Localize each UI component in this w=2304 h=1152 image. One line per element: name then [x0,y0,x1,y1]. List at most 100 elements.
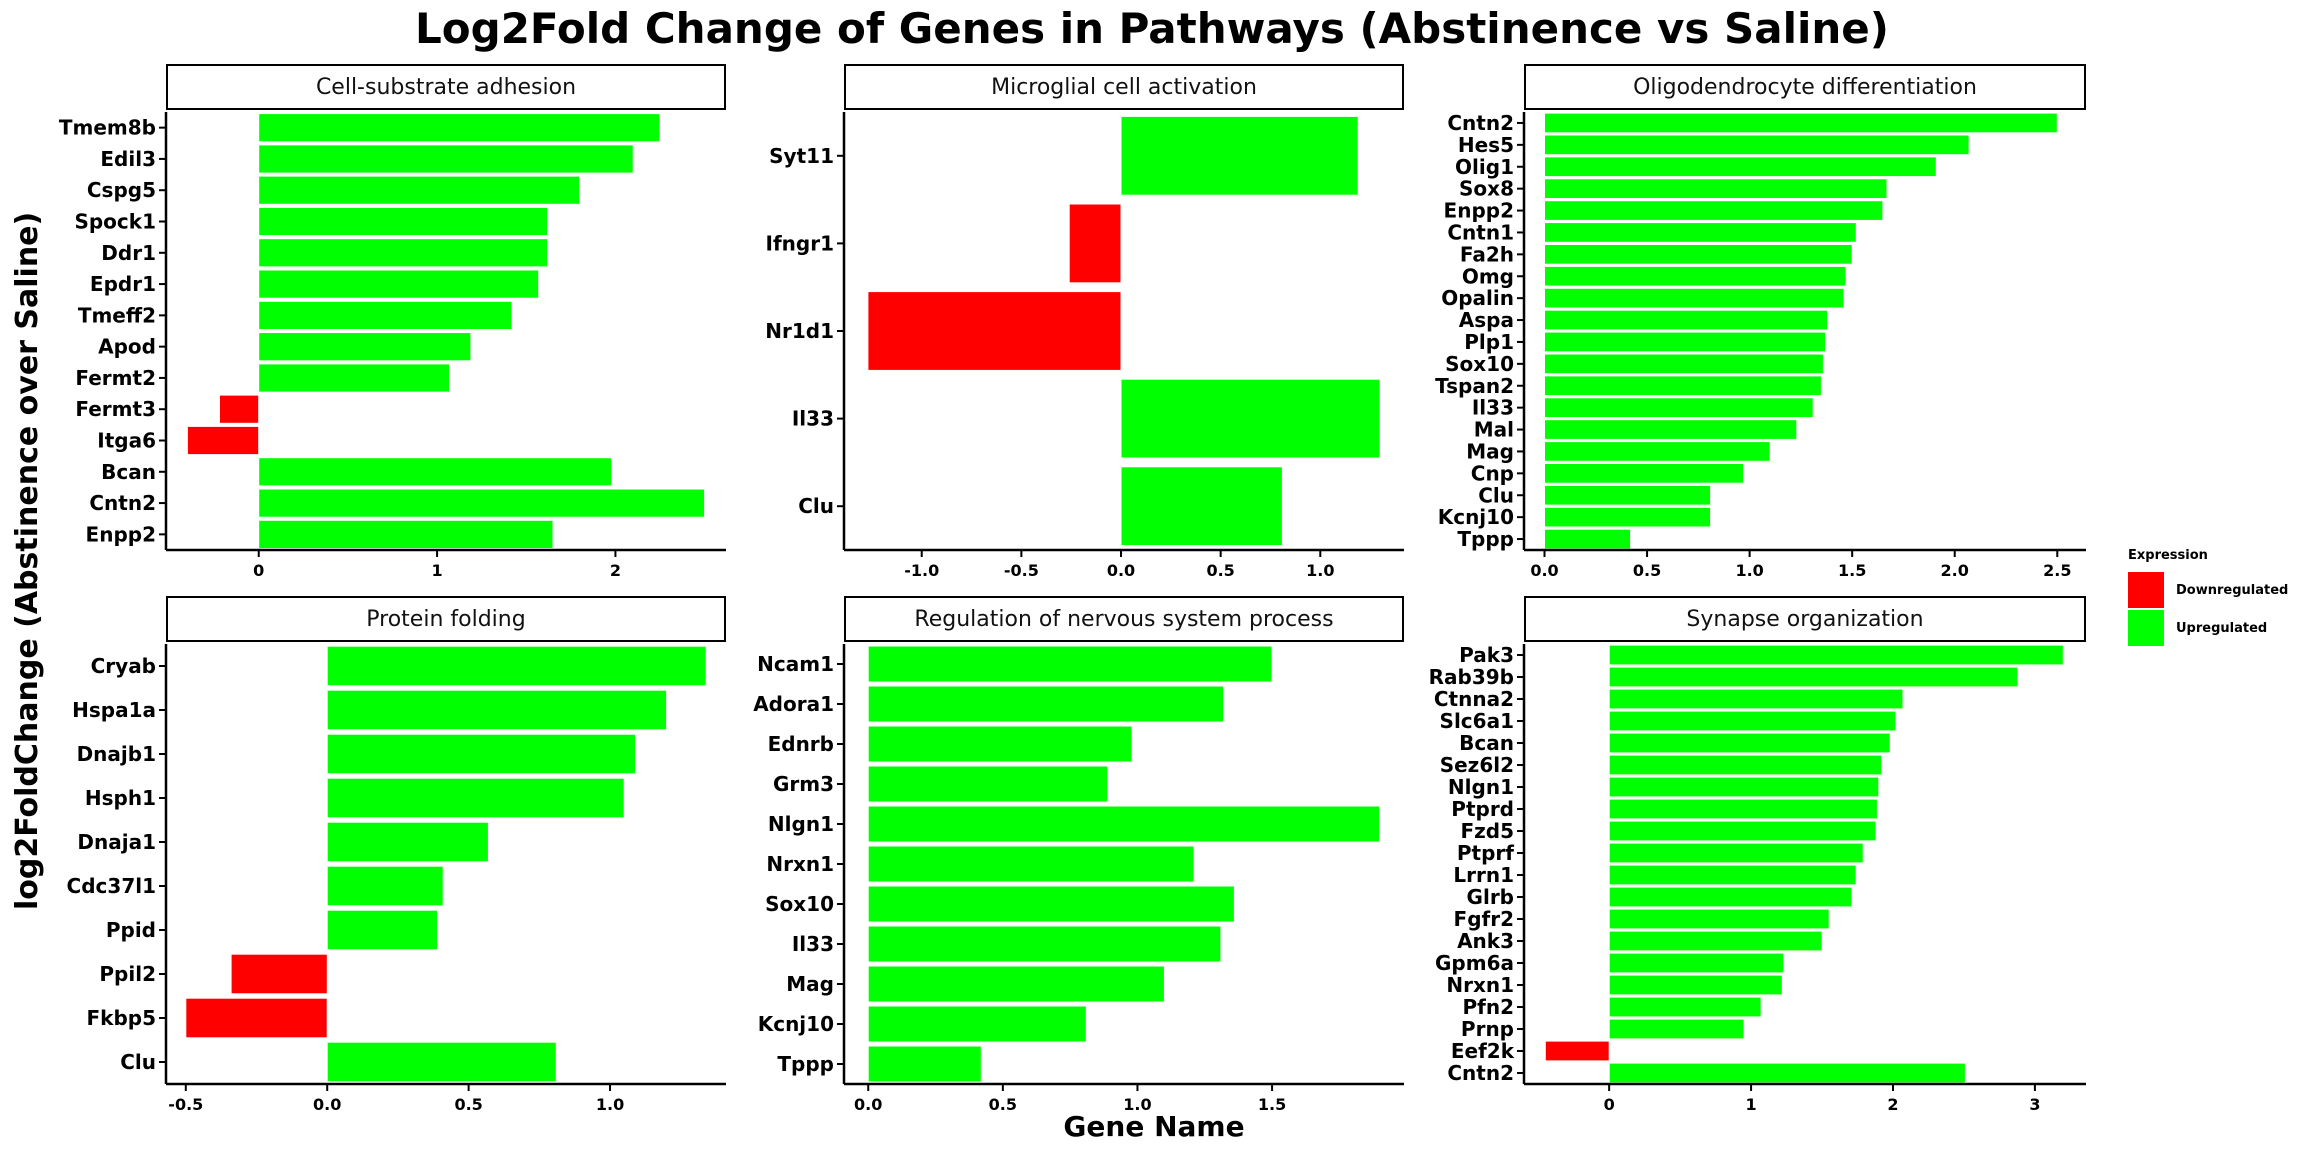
gene-label: Plp1 [1464,330,1514,354]
gene-label: Cnp [1471,461,1514,485]
bar [1608,754,1883,776]
gene-label: Olig1 [1455,155,1514,179]
bar [1544,156,1937,178]
gene-label: Nrxn1 [766,852,834,876]
gene-label: Ppil2 [99,962,156,986]
gene-label: Cntn2 [1447,111,1514,135]
bar [867,1005,1087,1043]
x-tick-label: 2.0 [1941,561,1969,580]
gene-label: Ptprf [1457,841,1514,865]
bar [1608,710,1897,732]
bar [230,953,328,995]
bar [258,113,661,143]
gene-label: Glrb [1467,885,1514,909]
gene-label: Sox10 [765,892,834,916]
gene-label: Kcnj10 [1438,505,1514,529]
gene-label: Epdr1 [90,272,156,296]
bar [1544,528,1632,550]
facet-strip-synapse-organization: Synapse organization [1524,596,2086,642]
facet-strip-protein-folding: Protein folding [166,596,726,642]
bar [1544,397,1814,418]
gene-label: Gpm6a [1435,951,1514,975]
bar [1608,864,1857,886]
x-tick-label: 0.0 [1530,561,1558,580]
gene-label: Grm3 [773,772,834,796]
x-tick-label: 0.5 [989,1095,1017,1114]
legend-item-upregulated: Upregulated [2128,609,2288,647]
gene-label: Hspa1a [72,698,156,722]
x-tick-label: -0.5 [1004,561,1039,580]
facet-title: Cell-substrate adhesion [315,74,577,100]
x-tick-label: 1.0 [1735,561,1763,580]
x-tick-label: 1 [432,561,443,580]
bar [219,394,260,424]
bar [326,733,636,775]
bar [326,821,489,863]
gene-label: Cspg5 [87,178,156,202]
gene-label: Cntn1 [1447,220,1514,244]
bar [326,1041,557,1083]
bar [1544,200,1884,221]
bar [326,909,439,951]
gene-label: Eef2k [1451,1039,1515,1063]
x-tick-label: 1.0 [596,1095,624,1114]
bar [1608,886,1853,908]
facet-title: Synapse organization [1686,606,1924,632]
x-axis-label: Gene Name [1063,1110,1245,1143]
gene-label: Ednrb [768,732,834,756]
bar [867,765,1109,803]
bar [867,685,1225,723]
bar [867,645,1273,683]
gene-label: Ifngr1 [766,231,834,255]
x-tick-label: 2.5 [2043,561,2071,580]
gene-label: Ctnna2 [1434,687,1514,711]
bar [1608,644,2064,666]
gene-label: Ppid [106,918,156,942]
legend-swatch-upregulated [2128,610,2164,646]
gene-label: Enpp2 [86,522,156,546]
bar [867,725,1133,763]
bar [1544,353,1824,375]
bar [258,300,513,330]
gene-label: Tmeff2 [78,303,156,327]
bar [1068,203,1122,284]
bar [326,865,444,907]
gene-label: Clu [1478,483,1514,507]
x-tick-label: 3 [2029,1095,2040,1114]
legend-label: Downregulated [2176,582,2289,598]
bar [1544,331,1826,353]
bar [867,291,1122,371]
gene-label: Il33 [792,407,834,431]
gene-label: Pfn2 [1462,995,1514,1019]
gene-label: Nlgn1 [1448,775,1514,799]
gene-label: Cdc37l1 [67,874,156,898]
gene-label: Fermt3 [75,397,156,421]
bar [1608,666,2019,688]
legend-label: Upregulated [2176,620,2268,636]
bar [1544,265,1847,287]
gene-label: Kcnj10 [758,1012,834,1036]
bar [1544,134,1970,156]
gene-label: Sez6l2 [1440,753,1514,777]
facet-title: Protein folding [366,606,526,632]
gene-label: Bcan [101,460,156,484]
bar [1544,244,1853,265]
x-tick-label: 0.5 [454,1095,482,1114]
gene-label: Clu [120,1050,156,1074]
x-tick-label: 2 [1887,1095,1898,1114]
bar [1608,688,1904,710]
bar [1608,776,1880,798]
gene-label: Mag [1466,439,1514,463]
bar [258,175,581,205]
gene-label: Sox10 [1445,352,1514,376]
gene-label: Clu [798,494,834,518]
gene-label: Mal [1474,418,1514,442]
gene-label: Spock1 [74,210,156,234]
bar [1120,115,1359,196]
gene-label: Cntn2 [89,491,156,515]
x-tick-label: 1.5 [1838,561,1866,580]
gene-label: Fermt2 [75,366,156,390]
gene-label: Hes5 [1458,133,1514,157]
bar [326,777,625,819]
